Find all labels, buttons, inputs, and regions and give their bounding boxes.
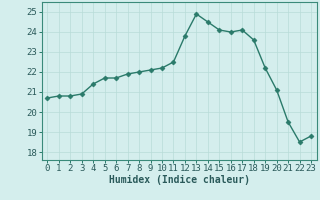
X-axis label: Humidex (Indice chaleur): Humidex (Indice chaleur) (109, 175, 250, 185)
